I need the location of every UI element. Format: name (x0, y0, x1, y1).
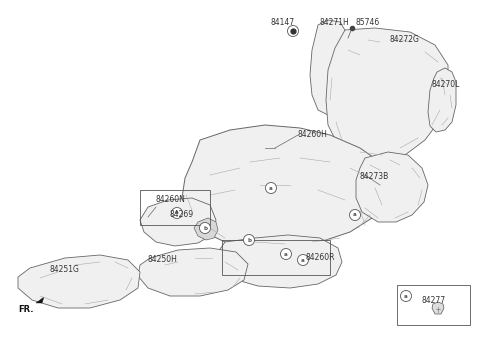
Bar (222, 240, 330, 275)
Polygon shape (326, 28, 448, 162)
Text: 84269: 84269 (170, 210, 194, 219)
Polygon shape (182, 125, 388, 248)
Text: 84272G: 84272G (390, 35, 420, 44)
Polygon shape (18, 255, 140, 308)
Text: b: b (203, 225, 207, 230)
Text: a: a (291, 28, 295, 34)
Polygon shape (36, 297, 44, 303)
Text: 84250H: 84250H (148, 255, 178, 264)
Text: a: a (404, 294, 408, 298)
Polygon shape (356, 152, 428, 222)
Circle shape (265, 182, 276, 193)
Circle shape (280, 248, 291, 260)
Text: 84251G: 84251G (50, 265, 80, 274)
Circle shape (243, 235, 254, 246)
Bar (397, 285, 470, 325)
Polygon shape (432, 302, 444, 314)
Polygon shape (194, 218, 218, 240)
Polygon shape (140, 198, 216, 246)
Text: 84260H: 84260H (298, 130, 328, 139)
Text: 84260N: 84260N (156, 195, 186, 204)
Bar (140, 190, 210, 225)
Circle shape (400, 291, 411, 301)
Text: 84260R: 84260R (305, 253, 335, 262)
Circle shape (349, 210, 360, 221)
Text: a: a (284, 251, 288, 257)
Text: 84271H: 84271H (320, 18, 350, 27)
Polygon shape (138, 248, 248, 296)
Text: 84147: 84147 (271, 18, 295, 27)
Text: b: b (247, 237, 251, 243)
Circle shape (298, 255, 309, 265)
Text: a: a (353, 213, 357, 217)
Text: 84270L: 84270L (432, 80, 460, 89)
Text: 84277: 84277 (422, 296, 446, 305)
Text: a: a (175, 211, 179, 215)
Circle shape (171, 208, 182, 218)
Circle shape (200, 223, 211, 234)
Polygon shape (216, 235, 342, 288)
Text: 85746: 85746 (355, 18, 379, 27)
Text: a: a (301, 258, 305, 262)
Polygon shape (428, 68, 456, 132)
Text: a: a (269, 186, 273, 190)
Text: 84273B: 84273B (360, 172, 389, 181)
Circle shape (288, 25, 299, 36)
Polygon shape (310, 20, 350, 115)
Text: FR.: FR. (18, 305, 34, 314)
